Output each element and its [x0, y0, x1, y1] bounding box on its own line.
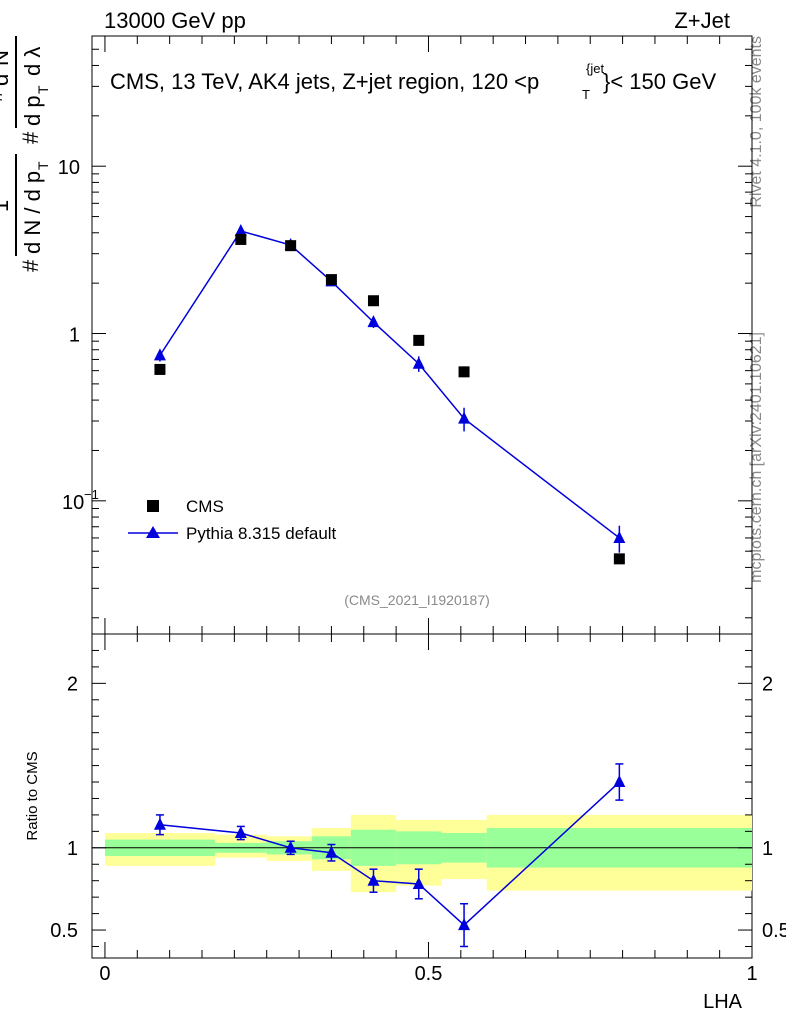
data-point — [154, 363, 166, 375]
svg-text:1: 1 — [0, 200, 13, 212]
ratio-y-axis: 0.5 0.5 1 1 2 2 — [50, 649, 786, 947]
x-tick-label: 0 — [99, 963, 110, 985]
ratio-y-tick-label-right: 0.5 — [762, 920, 786, 942]
ratio-y-tick-label: 0.5 — [50, 920, 78, 942]
data-point — [285, 240, 297, 252]
ratio-y-tick-label-right: 2 — [762, 673, 773, 695]
legend-mc-label: Pythia 8.315 default — [186, 524, 337, 543]
ratio-point — [153, 817, 166, 830]
data-point — [613, 553, 625, 565]
ratio-y-axis-title: Ratio to CMS — [24, 751, 41, 840]
data-point — [458, 366, 470, 378]
main-plot-title: CMS, 13 TeV, AK4 jets, Z+jet region, 120… — [110, 61, 716, 102]
legend-mc-marker — [146, 526, 160, 538]
ratio-y-tick-label-right: 1 — [762, 838, 773, 860]
mc-point — [412, 356, 425, 369]
rivet-version-text: Rivet 4.1.0, 100k events — [748, 36, 765, 208]
data-series — [154, 233, 625, 565]
svg-text:d p: d p — [20, 95, 45, 126]
svg-text:d: d — [0, 74, 13, 86]
data-point — [367, 295, 379, 307]
svg-text:}< 150 GeV: }< 150 GeV — [603, 69, 716, 94]
svg-text:#: # — [0, 89, 7, 102]
mc-series — [153, 223, 626, 553]
ratio-panel-frame — [91, 633, 753, 959]
ratio-point — [234, 826, 247, 839]
svg-text:N: N — [0, 50, 13, 66]
mc-point — [458, 411, 471, 424]
ratio-point — [367, 873, 380, 886]
x-tick-label: 1 — [746, 963, 757, 985]
data-point — [235, 233, 247, 245]
analysis-id: (CMS_2021_I1920187) — [344, 592, 490, 608]
ratio-y-tick-label: 2 — [67, 673, 78, 695]
svg-text:#: # — [18, 259, 43, 272]
ratio-point — [458, 918, 471, 931]
main-x-axis — [104, 36, 753, 634]
ratio-point — [412, 876, 425, 889]
data-point — [413, 334, 425, 346]
x-tick-label: 0.5 — [415, 963, 443, 985]
energy-label: 13000 GeV pp — [104, 8, 246, 33]
legend: CMS Pythia 8.315 default — [128, 497, 337, 543]
uncertainty-bands — [104, 814, 752, 893]
ratio-series — [153, 763, 626, 948]
process-label: Z+Jet — [674, 8, 730, 33]
svg-text:{jet: {jet — [586, 61, 604, 76]
svg-text:d λ: d λ — [20, 47, 45, 76]
svg-text:d N / d p: d N / d p — [20, 171, 45, 254]
data-point — [325, 274, 337, 286]
mcplots-reference-text: mcplots.cern.ch [arXiv:2401.10621] — [748, 332, 765, 583]
x-axis-title: LHA — [703, 991, 743, 1013]
ratio-y-tick-label: 1 — [67, 838, 78, 860]
ratio-point — [613, 775, 626, 788]
ratio-line — [159, 781, 620, 927]
svg-text:T: T — [35, 161, 51, 170]
svg-text:#: # — [18, 131, 43, 144]
legend-cms-marker — [147, 500, 159, 512]
ratio-point — [325, 845, 338, 858]
ratio-point — [284, 840, 297, 853]
svg-text:T: T — [582, 87, 590, 102]
mc-point — [234, 223, 247, 236]
main-y-tick-label: 1 — [69, 325, 80, 347]
mc-point — [367, 315, 380, 328]
main-y-tick-exponent: −1 — [84, 487, 99, 502]
main-y-tick-label: 10 — [62, 492, 84, 514]
main-y-tick-label: 10 — [58, 157, 80, 179]
svg-text:T: T — [35, 85, 51, 94]
mc-point — [153, 348, 166, 361]
legend-cms-label: CMS — [186, 497, 224, 516]
svg-text:CMS, 13 TeV, AK4 jets, Z+jet r: CMS, 13 TeV, AK4 jets, Z+jet region, 120… — [110, 69, 539, 94]
main-y-axis-title: # d N / d p T 1 # d p T d λ # d 2 N — [0, 36, 51, 272]
mc-line — [159, 230, 620, 539]
ratio-x-axis: 0 0.5 1 — [99, 634, 758, 985]
mc-point — [613, 530, 626, 543]
